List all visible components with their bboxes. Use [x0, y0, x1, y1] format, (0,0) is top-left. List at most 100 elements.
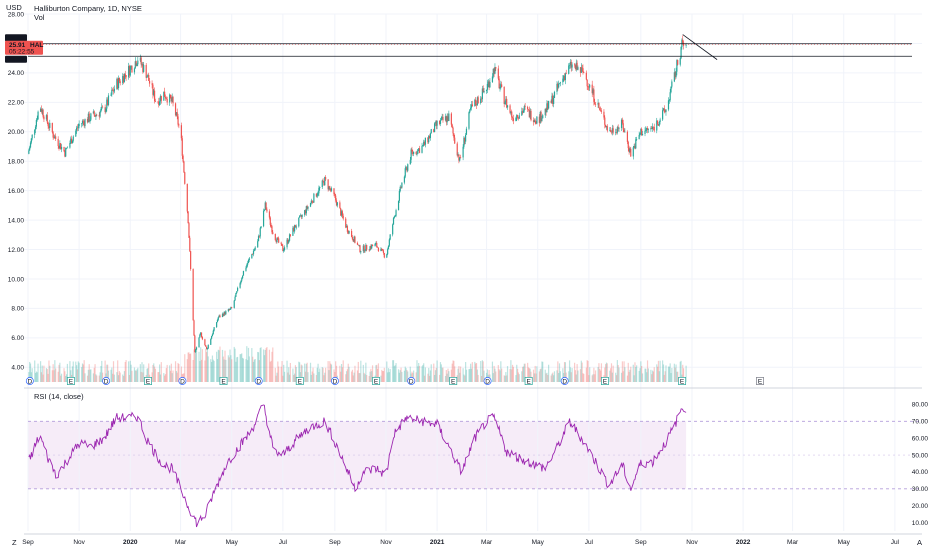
candle-body: [105, 108, 107, 112]
candle-body: [413, 151, 415, 154]
auto-scale-toggle[interactable]: A: [917, 538, 923, 547]
volume-bar: [286, 360, 288, 382]
volume-bar: [382, 371, 385, 382]
candle-body: [548, 100, 550, 109]
candle-body: [212, 330, 214, 335]
volume-bar: [96, 375, 98, 382]
volume-bar: [563, 362, 566, 382]
zoom-toggle[interactable]: Z: [12, 538, 17, 547]
candle-body: [606, 126, 608, 131]
candle-body: [475, 99, 477, 105]
rsi-tick-label: 40.00: [912, 469, 929, 476]
candle-body: [645, 129, 647, 131]
candle-body: [63, 146, 65, 152]
candle-body: [433, 129, 435, 133]
candle-body: [222, 313, 224, 316]
volume-bar: [140, 371, 142, 382]
candle-body: [506, 105, 509, 108]
candle-body: [433, 123, 436, 133]
volume-bar: [223, 359, 225, 382]
candle-body: [281, 243, 283, 247]
volume-bar: [235, 361, 237, 382]
volume-bar: [376, 364, 378, 382]
candle-body: [485, 89, 488, 92]
candle-body: [319, 186, 321, 188]
volume-bar: [130, 364, 132, 382]
volume-bar: [263, 355, 266, 382]
volume-bar: [218, 350, 220, 382]
volume-bar: [381, 369, 383, 382]
candle-body: [441, 116, 443, 118]
candle-body: [392, 224, 394, 235]
candle-body: [446, 116, 448, 123]
volume-bar: [464, 375, 466, 382]
volume-bar: [207, 356, 209, 382]
candle-body: [404, 168, 406, 177]
candle-body: [374, 243, 376, 247]
candle-body: [82, 120, 84, 122]
candle-body: [309, 202, 312, 207]
candle-body: [46, 115, 48, 123]
volume-bar: [52, 364, 54, 382]
volume-bar: [413, 370, 415, 382]
volume-bar: [497, 365, 499, 382]
volume-bar: [470, 363, 472, 382]
candle-body: [582, 68, 584, 73]
volume-bar: [77, 361, 79, 382]
volume-bar: [194, 351, 196, 382]
volume-bar: [265, 348, 267, 382]
earnings-badge: [219, 377, 228, 385]
volume-bar: [457, 368, 459, 382]
candle-body: [632, 147, 634, 157]
volume-bar: [43, 365, 45, 382]
volume-bar: [58, 364, 60, 382]
volume-bar: [575, 374, 577, 382]
candle-body: [324, 177, 326, 186]
volume-bar: [294, 365, 297, 382]
candle-body: [299, 216, 301, 218]
price-tick-label: 6.00: [11, 335, 24, 342]
volume-bar: [135, 370, 137, 382]
volume-bar: [98, 375, 100, 382]
volume-bar: [395, 363, 397, 382]
rsi-label[interactable]: RSI (14, close): [34, 392, 84, 401]
candle-body: [641, 133, 644, 136]
candle-body: [516, 114, 519, 118]
candle-body: [397, 200, 400, 211]
candle-body: [148, 80, 151, 84]
volume-bar: [581, 362, 583, 382]
symbol-title[interactable]: Halliburton Company, 1D, NYSE: [34, 4, 142, 13]
candle-body: [546, 103, 548, 113]
candle-body: [78, 123, 80, 127]
candle-body: [571, 64, 573, 68]
candle-body: [500, 84, 502, 87]
candle-body: [198, 337, 200, 348]
candle-body: [104, 107, 106, 112]
volume-bar: [447, 368, 449, 382]
candle-body: [669, 92, 671, 101]
volume-label[interactable]: Vol: [34, 13, 45, 22]
candle-body: [257, 235, 260, 242]
candle-body: [527, 109, 530, 111]
volume-bar: [446, 373, 448, 382]
volume-bar: [335, 365, 338, 382]
candle-body: [492, 68, 494, 77]
candle-body: [153, 90, 155, 95]
candle-body: [272, 232, 274, 234]
candle-body: [258, 235, 260, 237]
volume-bar: [503, 375, 505, 382]
volume-bar: [650, 369, 652, 382]
candle-body: [164, 96, 167, 99]
volume-bar: [363, 372, 365, 382]
volume-bar: [524, 363, 526, 382]
volume-bar: [530, 371, 532, 382]
volume-bar: [221, 349, 224, 382]
candle-body: [233, 300, 235, 308]
volume-bar: [293, 373, 296, 382]
volume-bar: [92, 373, 94, 382]
candle-body: [382, 250, 385, 253]
candle-body: [213, 327, 215, 331]
rsi-tick-label: 50.00: [912, 452, 929, 459]
trend-line: [682, 34, 718, 60]
candle-body: [330, 188, 332, 191]
